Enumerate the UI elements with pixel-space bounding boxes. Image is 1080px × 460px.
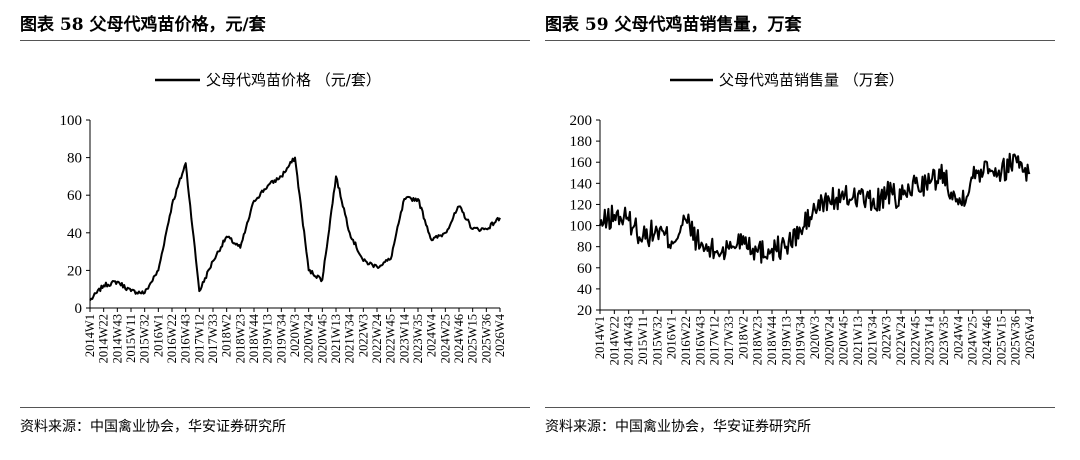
legend-label: 父母代鸡苗价格 （元/套） bbox=[206, 71, 381, 89]
x-tick-label: 2018W2 bbox=[736, 316, 750, 359]
y-tick-label: 60 bbox=[67, 188, 82, 204]
x-tick-label: 2018W23 bbox=[751, 316, 765, 365]
x-tick-label: 2014W22 bbox=[97, 314, 111, 363]
source-divider bbox=[20, 407, 530, 408]
x-tick-label: 2021W13 bbox=[851, 316, 865, 365]
x-tick-label: 2022W24 bbox=[370, 313, 384, 363]
x-tick-label: 2025W36 bbox=[479, 314, 493, 363]
x-tick-label: 2021W34 bbox=[343, 313, 357, 363]
x-tick-label: 2014W1 bbox=[593, 316, 607, 359]
x-tick-label: 2026W4 bbox=[1023, 315, 1037, 359]
price-chart-panel: 图表 58 父母代鸡苗价格，元/套 父母代鸡苗价格 （元/套） 0 20 40 60 80… bbox=[20, 0, 530, 460]
y-tick-label: 80 bbox=[577, 240, 592, 256]
x-tick-label: 2016W43 bbox=[179, 314, 193, 363]
x-tick-label: 2024W4 bbox=[951, 315, 965, 359]
x-tick-label: 2024W4 bbox=[425, 313, 439, 357]
x-tick-label: 2021W13 bbox=[329, 314, 343, 363]
x-tick-label: 2022W3 bbox=[880, 316, 894, 359]
x-tick-label: 2015W11 bbox=[124, 314, 138, 363]
series-line bbox=[599, 152, 1031, 264]
y-tick-label: 60 bbox=[577, 261, 592, 277]
x-tick-label: 2016W22 bbox=[165, 314, 179, 363]
x-tick-label: 2023W14 bbox=[397, 313, 411, 363]
x-tick-label: 2019W34 bbox=[794, 315, 808, 365]
x-tick-label: 2016W43 bbox=[693, 316, 707, 365]
y-tick-label: 20 bbox=[67, 263, 82, 279]
x-tick-label: 2023W35 bbox=[411, 314, 425, 363]
x-tick-label: 2014W1 bbox=[83, 314, 97, 357]
y-tick-label: 40 bbox=[577, 282, 592, 298]
x-tick-label: 2017W12 bbox=[708, 316, 722, 365]
x-tick-label: 2020W45 bbox=[837, 316, 851, 365]
title-divider bbox=[20, 40, 530, 41]
x-tick-label: 2022W24 bbox=[894, 315, 908, 365]
figure-title: 图表 59 父母代鸡苗销售量，万套 bbox=[545, 15, 802, 35]
x-tick-label: 2014W22 bbox=[607, 316, 621, 365]
x-tick-label: 2019W13 bbox=[779, 316, 793, 365]
y-tick-label: 140 bbox=[570, 176, 593, 192]
x-tick-label: 2017W12 bbox=[192, 314, 206, 363]
x-tick-label: 2020W3 bbox=[288, 314, 302, 357]
x-tick-label: 2017W33 bbox=[722, 316, 736, 365]
x-tick-label: 2016W1 bbox=[151, 314, 165, 357]
x-tick-label: 2024W46 bbox=[980, 316, 994, 365]
x-tick-label: 2015W32 bbox=[650, 316, 664, 365]
y-tick-label: 120 bbox=[570, 197, 593, 213]
y-tick-label: 180 bbox=[570, 134, 593, 150]
x-tick-label: 2018W2 bbox=[220, 314, 234, 357]
figure-title: 图表 58 父母代鸡苗价格，元/套 bbox=[20, 15, 266, 35]
legend-label: 父母代鸡苗销售量 （万套） bbox=[719, 71, 904, 89]
x-tick-label: 2014W43 bbox=[110, 314, 124, 363]
x-tick-label: 2016W1 bbox=[665, 316, 679, 359]
x-tick-label: 2021W34 bbox=[865, 315, 879, 365]
source-divider bbox=[545, 407, 1055, 408]
x-tick-label: 2025W15 bbox=[466, 314, 480, 363]
x-tick-label: 2015W11 bbox=[636, 316, 650, 365]
y-tick-label: 100 bbox=[570, 219, 593, 235]
x-tick-label: 2014W43 bbox=[622, 316, 636, 365]
x-tick-label: 2022W45 bbox=[384, 314, 398, 363]
x-tick-label: 2023W35 bbox=[937, 316, 951, 365]
x-tick-label: 2018W44 bbox=[247, 313, 261, 363]
y-tick-label: 160 bbox=[570, 155, 593, 171]
x-tick-label: 2024W25 bbox=[438, 314, 452, 363]
x-tick-label: 2025W15 bbox=[994, 316, 1008, 365]
x-tick-label: 2024W46 bbox=[452, 314, 466, 363]
y-tick-label: 40 bbox=[67, 226, 82, 242]
series-line bbox=[89, 156, 501, 302]
x-tick-label: 2018W44 bbox=[765, 315, 779, 365]
y-tick-label: 200 bbox=[570, 113, 593, 129]
x-tick-label: 2019W13 bbox=[261, 314, 275, 363]
x-tick-label: 2024W25 bbox=[966, 316, 980, 365]
source-note: 资料来源：中国禽业协会，华安证券研究所 bbox=[545, 419, 811, 435]
x-tick-label: 2018W23 bbox=[233, 314, 247, 363]
x-tick-label: 2020W24 bbox=[822, 315, 836, 365]
title-divider bbox=[545, 40, 1055, 41]
x-tick-label: 2023W14 bbox=[923, 315, 937, 365]
sales-line-chart: 父母代鸡苗销售量 （万套） 20 40 60 80 100 120 140 160 180 200 2… bbox=[570, 71, 1038, 365]
sales-chart-panel: 图表 59 父母代鸡苗销售量，万套 父母代鸡苗销售量 （万套） 20 40 60 80 1… bbox=[545, 0, 1055, 460]
y-tick-label: 80 bbox=[67, 151, 82, 167]
x-tick-label: 2017W33 bbox=[206, 314, 220, 363]
x-tick-label: 2020W3 bbox=[808, 316, 822, 359]
source-note: 资料来源：中国禽业协会，华安证券研究所 bbox=[20, 419, 286, 435]
x-tick-label: 2016W22 bbox=[679, 316, 693, 365]
x-tick-label: 2019W34 bbox=[274, 313, 288, 363]
x-tick-label: 2026W4 bbox=[493, 313, 507, 357]
x-tick-label: 2022W45 bbox=[908, 316, 922, 365]
y-tick-label: 100 bbox=[60, 113, 83, 129]
x-tick-label: 2020W24 bbox=[302, 313, 316, 363]
y-tick-label: 20 bbox=[577, 303, 592, 319]
x-tick-label: 2020W45 bbox=[315, 314, 329, 363]
x-tick-label: 2022W3 bbox=[356, 314, 370, 357]
x-tick-label: 2015W32 bbox=[138, 314, 152, 363]
y-tick-label: 0 bbox=[75, 301, 83, 317]
x-tick-label: 2025W36 bbox=[1009, 316, 1023, 365]
